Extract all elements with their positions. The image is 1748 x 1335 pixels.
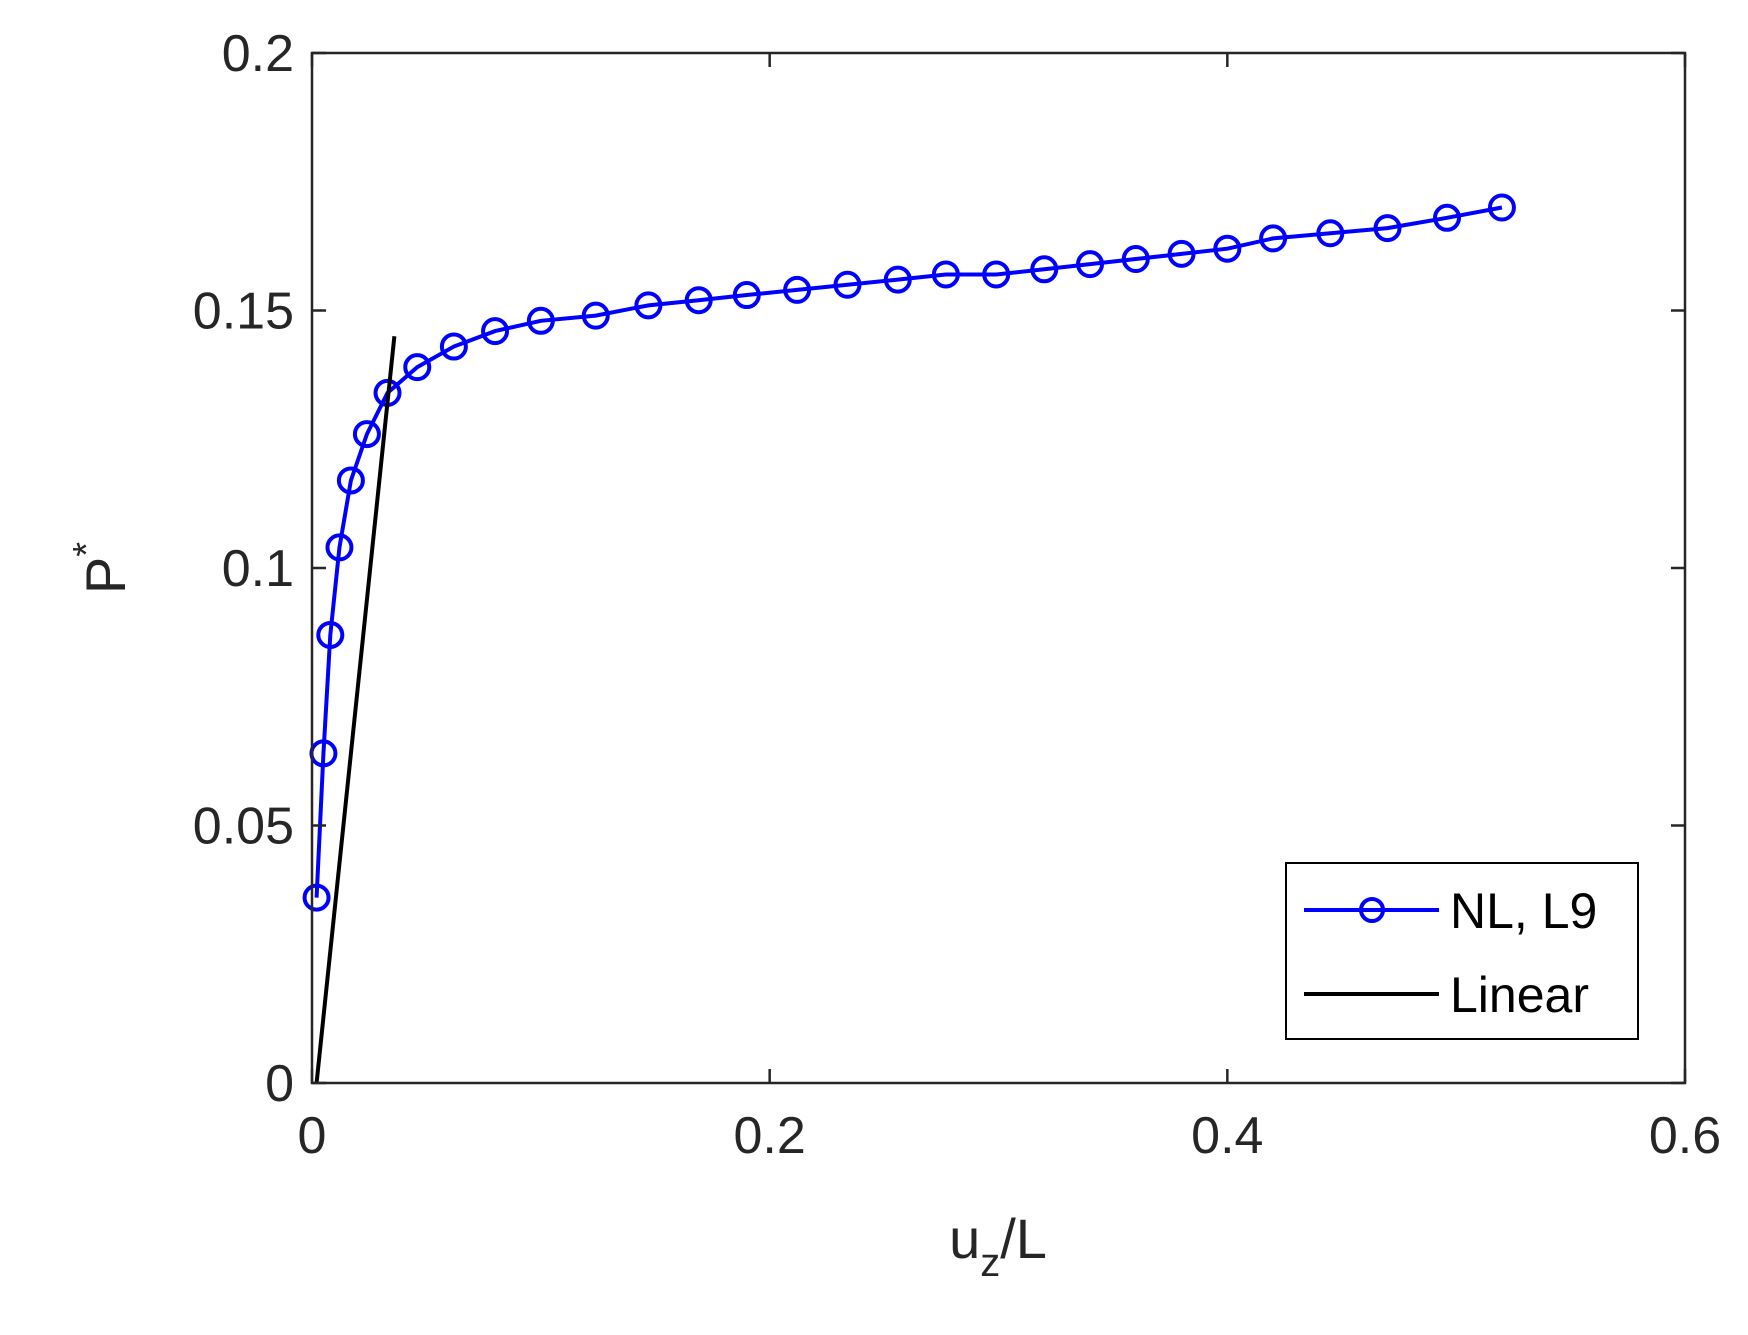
- data-point-nl-l9: [1167, 239, 1196, 268]
- data-point-nl-l9: [783, 275, 812, 304]
- x-axis-label-main: u: [949, 1207, 980, 1270]
- x-tick-label: 0.4: [1191, 1107, 1263, 1165]
- legend-box: [1285, 862, 1639, 1040]
- data-point-nl-l9: [526, 306, 555, 335]
- legend: NL, L9 Linear: [1285, 862, 1639, 1040]
- data-point-nl-l9: [1259, 224, 1288, 253]
- data-point-nl-l9: [634, 291, 663, 320]
- series-layer: [302, 193, 1516, 1084]
- data-point-nl-l9: [316, 620, 345, 649]
- data-point-nl-l9: [684, 286, 713, 315]
- data-point-nl-l9: [982, 260, 1011, 289]
- data-point-nl-l9: [1121, 245, 1150, 273]
- data-point-nl-l9: [1373, 214, 1402, 243]
- data-point-nl-l9: [833, 270, 862, 299]
- x-tick-label: 0.2: [734, 1107, 806, 1165]
- data-point-nl-l9: [1076, 250, 1105, 279]
- data-point-nl-l9: [352, 420, 381, 449]
- x-axis-label-suffix: /L: [1000, 1207, 1047, 1270]
- data-point-nl-l9: [336, 466, 365, 495]
- data-point-nl-l9: [1487, 193, 1516, 222]
- data-point-nl-l9: [1030, 255, 1059, 284]
- data-point-nl-l9: [1316, 219, 1345, 248]
- y-tick-label: 0: [265, 1055, 294, 1113]
- series-line-linear: [314, 336, 397, 1084]
- y-axis-label-sup: *: [66, 542, 108, 557]
- y-axis-label: P*: [66, 542, 137, 594]
- y-tick-label: 0.2: [222, 25, 294, 83]
- data-point-nl-l9: [403, 353, 432, 382]
- data-point-nl-l9: [1213, 234, 1242, 263]
- x-axis-label-sub: z: [980, 1241, 1000, 1285]
- data-point-nl-l9: [302, 883, 331, 912]
- y-axis-label-main: P: [74, 557, 137, 594]
- tick-layer: 0 0.2 0.4 0.6 0 0.05 0.1 0.15 0.2: [193, 25, 1721, 1165]
- data-point-nl-l9: [581, 301, 610, 330]
- data-point-nl-l9: [1433, 203, 1462, 232]
- legend-label-nl-l9: NL, L9: [1450, 883, 1597, 939]
- data-point-nl-l9: [931, 260, 960, 289]
- data-point-nl-l9: [481, 317, 510, 346]
- data-point-nl-l9: [883, 265, 912, 294]
- data-point-nl-l9: [325, 533, 354, 562]
- data-point-nl-l9: [439, 332, 468, 361]
- data-point-nl-l9: [732, 281, 761, 310]
- legend-marker-nl-l9: [1359, 897, 1385, 923]
- x-tick-label: 0.6: [1649, 1107, 1721, 1165]
- x-tick-label: 0: [298, 1107, 327, 1165]
- legend-label-linear: Linear: [1450, 967, 1589, 1023]
- y-tick-label: 0.15: [193, 283, 294, 341]
- y-tick-label: 0.05: [193, 798, 294, 856]
- series-line-nl-l9: [314, 205, 1503, 898]
- y-tick-label: 0.1: [222, 540, 294, 598]
- x-axis-label: uz/L: [949, 1207, 1047, 1285]
